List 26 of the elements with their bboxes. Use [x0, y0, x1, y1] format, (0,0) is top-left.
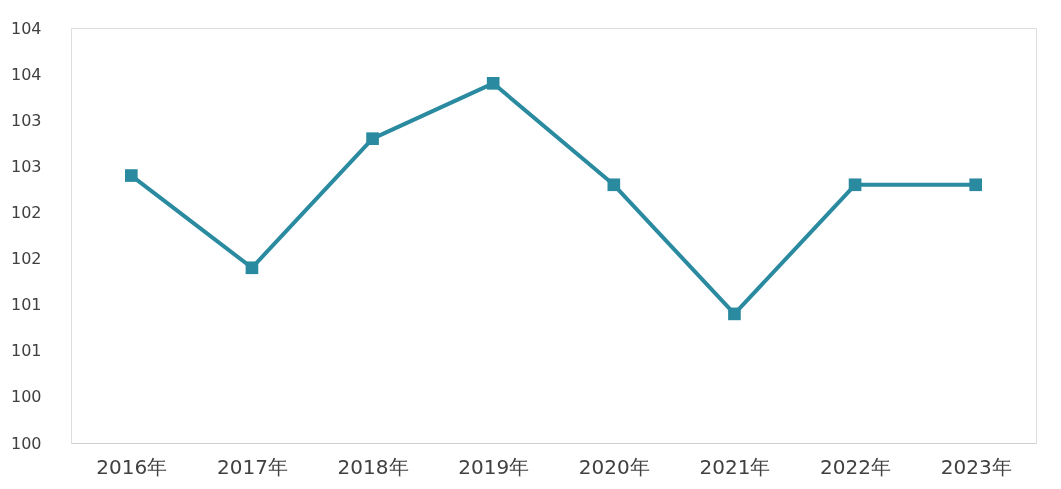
point — [245, 261, 259, 275]
point — [848, 178, 862, 192]
x-tick-label: 2016年 — [96, 454, 168, 479]
y-tick-label: 101 — [10, 341, 42, 361]
y-tick-label: 102 — [10, 249, 42, 269]
y-tick-label: 103 — [10, 110, 42, 130]
y-tick-label: 100 — [10, 387, 42, 407]
point — [486, 77, 500, 90]
x-tick-label: 2021年 — [699, 454, 771, 479]
x-tick-label: 2017年 — [216, 454, 288, 479]
x-tick-label: 2022年 — [820, 454, 892, 479]
y-tick-label: 104 — [10, 18, 42, 38]
y-tick-label: 101 — [10, 295, 42, 315]
point — [607, 178, 621, 192]
point — [124, 169, 138, 182]
x-tick-label: 2023年 — [940, 454, 1012, 479]
y-tick-label: 103 — [10, 156, 42, 176]
x-tick-label: 2019年 — [458, 454, 530, 479]
y-tick-label: 104 — [10, 64, 42, 84]
point — [728, 307, 741, 321]
x-tick-label: 2018年 — [337, 454, 409, 479]
y-tick-label: 102 — [10, 202, 42, 222]
x-tick-label: 2020年 — [578, 454, 650, 479]
y-tick-label: 100 — [10, 433, 42, 453]
point — [366, 132, 379, 145]
point — [969, 178, 983, 192]
